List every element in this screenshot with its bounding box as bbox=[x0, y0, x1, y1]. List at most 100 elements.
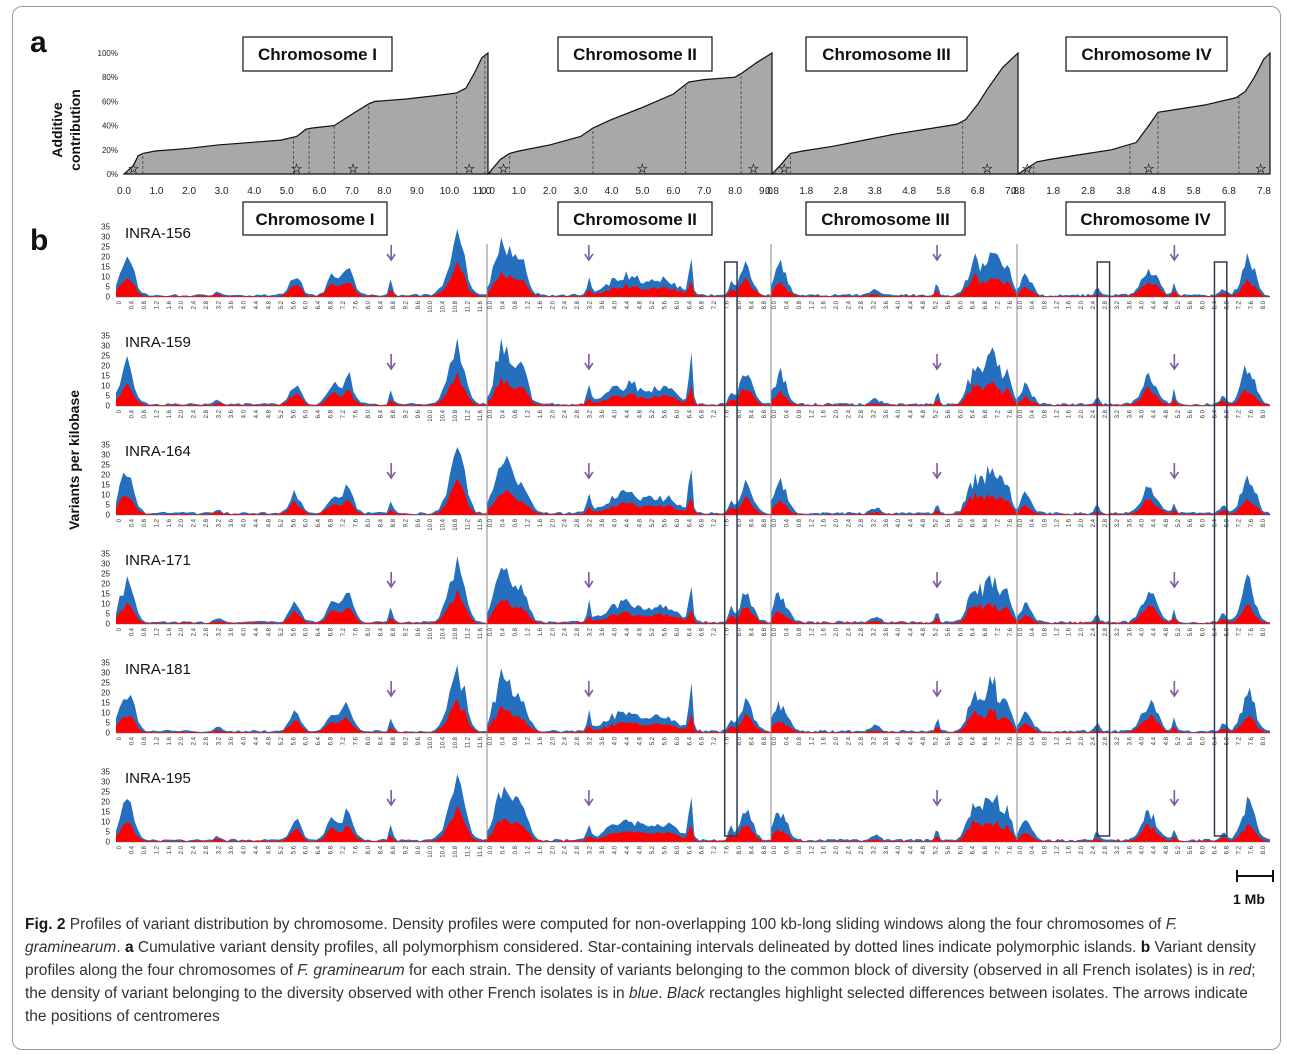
panel-b-ylabel: Variants per kilobase bbox=[66, 390, 82, 530]
panel-b-y-tick: 5 bbox=[106, 283, 111, 292]
panel-b-x-tick: 2.0 bbox=[834, 736, 840, 745]
panel-b-y-tick: 15 bbox=[101, 808, 110, 817]
panel-b-x-tick: 11.2 bbox=[466, 300, 472, 312]
panel-b-x-tick: 11.6 bbox=[478, 409, 484, 421]
panel-b-x-tick: 5.2 bbox=[1176, 518, 1182, 527]
chromosome-title-box bbox=[242, 36, 393, 72]
panel-b-x-tick: 10.0 bbox=[428, 300, 434, 312]
variant-density-red-area bbox=[771, 602, 1017, 624]
island-star-icon: ☆ bbox=[778, 161, 790, 176]
panel-b-x-tick: 2.0 bbox=[550, 627, 556, 636]
panel-b-x-tick: 1.2 bbox=[1054, 518, 1060, 527]
panel-b-x-tick: 6.4 bbox=[971, 300, 977, 309]
panel-b-x-tick: 2.8 bbox=[1103, 736, 1109, 745]
panel-b-x-tick: 4.0 bbox=[896, 845, 902, 854]
panel-b-x-tick: 8.4 bbox=[750, 736, 756, 745]
panel-b-x-tick: 7.2 bbox=[341, 518, 347, 527]
panel-b-x-tick: 6.8 bbox=[983, 409, 989, 418]
panel-b-x-tick: 5.2 bbox=[650, 518, 656, 527]
panel-b-x-tick: 10.4 bbox=[441, 627, 447, 639]
panel-b-x-tick: 0.4 bbox=[500, 736, 506, 745]
panel-b-x-tick: 10.4 bbox=[441, 300, 447, 312]
panel-b-x-tick: 0.8 bbox=[1042, 736, 1048, 745]
panel-b-x-tick: 1.2 bbox=[525, 627, 531, 636]
panel-a-x-tick: 3.0 bbox=[574, 186, 588, 197]
figure-caption: Fig. 2 Profiles of variant distribution … bbox=[25, 913, 1270, 1028]
centromere-arrow-head-icon bbox=[584, 253, 594, 262]
strain-label: INRA-195 bbox=[125, 770, 191, 787]
panel-b-y-tick: 25 bbox=[101, 679, 110, 688]
centromere-arrow-head-icon bbox=[1169, 362, 1180, 371]
panel-b-x-tick: 2.4 bbox=[563, 300, 569, 309]
panel-a-x-tick: 11.0 bbox=[473, 186, 492, 197]
panel-b-x-tick: 8.4 bbox=[750, 409, 756, 418]
centromere-arrow-head-icon bbox=[1169, 580, 1180, 589]
panel-b-x-tick: 8.0 bbox=[737, 409, 743, 418]
panel-b-x-tick: 3.6 bbox=[229, 300, 235, 309]
island-star-icon: ☆ bbox=[1022, 161, 1034, 176]
panel-b-x-tick: 3.6 bbox=[600, 518, 606, 527]
panel-b-x-tick: 7.6 bbox=[1008, 409, 1014, 418]
panel-a-y-tick: 0% bbox=[106, 170, 118, 179]
panel-b-x-tick: 7.2 bbox=[996, 518, 1002, 527]
panel-b-x-tick: 7.2 bbox=[341, 736, 347, 745]
panel-b-x-tick: 7.6 bbox=[725, 845, 731, 854]
panel-b-x-tick: 1.6 bbox=[167, 518, 173, 527]
panel-b-x-tick: 5.2 bbox=[933, 845, 939, 854]
panel-b-x-tick: 1.6 bbox=[1067, 518, 1073, 527]
panel-b-x-tick: 5.2 bbox=[650, 300, 656, 309]
panel-b-x-tick: 2.4 bbox=[1091, 300, 1097, 309]
panel-a-x-tick: 4.8 bbox=[1152, 186, 1166, 197]
island-star-icon: ☆ bbox=[1143, 161, 1155, 176]
panel-b-x-tick: 4.0 bbox=[896, 300, 902, 309]
panel-b-x-tick: 8.4 bbox=[378, 300, 384, 309]
panel-b-x-tick: 1.6 bbox=[822, 627, 828, 636]
panel-b-x-tick: 2.8 bbox=[575, 518, 581, 527]
panel-b-x-tick: 7.2 bbox=[712, 736, 718, 745]
variant-density-red-area bbox=[1017, 604, 1270, 624]
panel-b-x-tick: 5.6 bbox=[291, 736, 297, 745]
island-star-icon: ☆ bbox=[498, 161, 510, 176]
panel-a-x-tick: 4.0 bbox=[247, 186, 261, 197]
panel-a-x-tick: 1.0 bbox=[150, 186, 164, 197]
chromosome-title: Chromosome I bbox=[258, 45, 377, 64]
panel-b-x-tick: 0.8 bbox=[142, 736, 148, 745]
panel-b-x-tick: 3.2 bbox=[588, 736, 594, 745]
panel-b-x-tick: 1.6 bbox=[538, 627, 544, 636]
panel-a-y-tick: 60% bbox=[102, 97, 118, 106]
panel-a-ylabel-line2: contribution bbox=[67, 89, 83, 171]
panel-b-x-tick: 8.0 bbox=[737, 845, 743, 854]
panel-b-x-tick: 3.6 bbox=[1127, 518, 1133, 527]
panel-b-x-tick: 5.2 bbox=[933, 518, 939, 527]
panel-b-x-tick: 3.6 bbox=[229, 627, 235, 636]
panel-b-x-tick: 0.4 bbox=[1030, 736, 1036, 745]
panel-b-x-tick: 5.6 bbox=[662, 845, 668, 854]
variant-density-blue-area bbox=[1017, 475, 1270, 515]
panel-b-x-tick: 8.0 bbox=[737, 518, 743, 527]
panel-b-x-tick: 4.0 bbox=[613, 409, 619, 418]
chromosome-title: Chromosome II bbox=[573, 45, 697, 64]
panel-b-x-tick: 3.6 bbox=[884, 409, 890, 418]
panel-b-x-tick: 7.2 bbox=[341, 409, 347, 418]
panel-b-x-tick: 8.0 bbox=[366, 300, 372, 309]
panel-b-x-tick: 3.2 bbox=[217, 845, 223, 854]
panel-b-x-tick: 6.4 bbox=[971, 627, 977, 636]
panel-b-y-tick: 20 bbox=[101, 689, 110, 698]
panel-b-x-tick: 1.2 bbox=[809, 627, 815, 636]
centromere-arrow-head-icon bbox=[1169, 798, 1180, 807]
panel-b-x-tick: 3.6 bbox=[1127, 845, 1133, 854]
panel-b-x-tick: 11.2 bbox=[466, 736, 472, 748]
panel-b-x-tick: 6.8 bbox=[983, 300, 989, 309]
panel-b-y-tick: 20 bbox=[101, 580, 110, 589]
panel-b-x-tick: 3.2 bbox=[217, 409, 223, 418]
panel-b-y-tick: 5 bbox=[106, 719, 111, 728]
panel-b-letter: b bbox=[30, 224, 48, 257]
caption-text-8: rectangles highlight selected difference… bbox=[25, 985, 1248, 1025]
panel-b-x-tick: 7.2 bbox=[996, 845, 1002, 854]
panel-b-x-tick: 2.4 bbox=[847, 300, 853, 309]
panel-b-x-tick: 6.4 bbox=[1212, 409, 1218, 418]
panel-b-y-tick: 0 bbox=[106, 511, 111, 520]
panel-b-x-tick: 4.8 bbox=[921, 627, 927, 636]
panel-b-x-tick: 0.0 bbox=[772, 627, 778, 636]
panel-b-x-tick: 8.4 bbox=[750, 845, 756, 854]
